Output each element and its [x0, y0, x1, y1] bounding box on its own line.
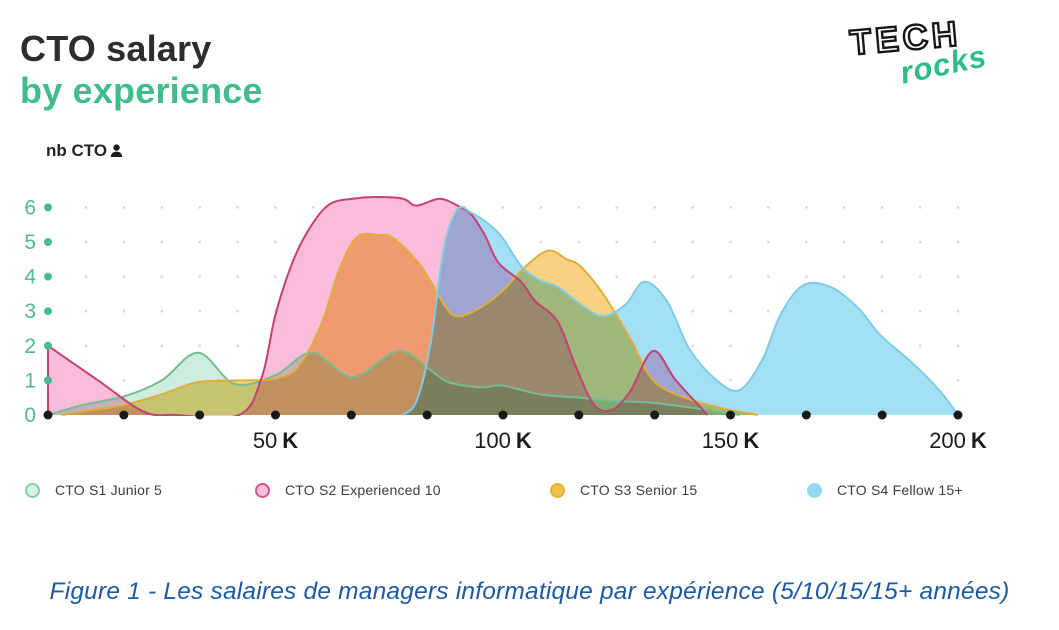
x-axis-dot	[877, 410, 887, 420]
x-axis-dot	[953, 410, 963, 420]
y-tick-label: 2	[24, 335, 36, 358]
line-cto-s1-junior-5	[47, 349, 740, 416]
legend-label: CTO S4 Fellow 15+	[837, 482, 963, 498]
tech-rocks-logo: TECH rocks	[847, 13, 990, 90]
y-axis-dot	[44, 307, 52, 316]
s3-senior-swatch	[550, 482, 565, 498]
x-axis-dot	[422, 410, 432, 420]
y-tick-label: 5	[24, 231, 36, 254]
x-axis-dot	[195, 410, 205, 420]
line-cto-s2-experienced-10	[47, 196, 709, 416]
legend-item-s2-experienced: CTO S2 Experienced 10	[255, 482, 441, 498]
figure-caption: Figure 1 - Les salaires de managers info…	[49, 578, 1010, 605]
legend-item-s1-junior: CTO S1 Junior 5	[25, 482, 162, 498]
x-tick-label: 100 K	[474, 428, 532, 453]
s1-junior-swatch	[25, 482, 40, 498]
x-axis-dot	[119, 410, 129, 420]
y-tick-label: 0	[24, 404, 36, 427]
x-axis-dot	[574, 410, 584, 420]
legend-item-s3-senior: CTO S3 Senior 15	[550, 482, 697, 498]
x-axis-dot	[43, 410, 53, 420]
area-cto-s4-fellow-15-	[402, 206, 958, 415]
page-title: CTO salary by experience	[20, 28, 263, 112]
salary-density-chart: 0 1 2 3 4 5 6 50 K 100 K 150 K 200 K	[24, 196, 987, 453]
x-tick-label: 200 K	[929, 428, 987, 453]
y-axis-title: nb CTO	[46, 141, 123, 161]
page-title-line2: by experience	[20, 70, 263, 112]
y-axis-dot	[44, 272, 52, 281]
y-axis-dot	[44, 341, 52, 350]
x-tick-label: 50 K	[253, 428, 298, 453]
legend-item-s4-fellow: CTO S4 Fellow 15+	[807, 482, 963, 498]
y-axis-dot	[44, 238, 52, 246]
y-axis-dot	[44, 203, 52, 212]
line-cto-s4-fellow-15-	[402, 205, 959, 416]
x-axis-dot	[271, 410, 281, 420]
page-title-line1: CTO salary	[20, 28, 212, 70]
s2-experienced-swatch	[255, 482, 270, 498]
s4-fellow-swatch	[807, 482, 822, 498]
legend-label: CTO S2 Experienced 10	[285, 482, 441, 498]
chart-legend: CTO S1 Junior 5 CTO S2 Experienced 10 CT…	[0, 482, 1059, 512]
x-axis-dot	[650, 410, 660, 420]
y-axis-title-text: nb CTO	[46, 141, 108, 160]
x-axis-dot	[726, 410, 736, 420]
y-tick-label: 3	[24, 300, 36, 323]
x-axis-dot	[801, 410, 811, 420]
y-tick-label: 1	[24, 369, 36, 392]
y-tick-label: 4	[24, 266, 36, 289]
legend-label: CTO S1 Junior 5	[55, 482, 163, 498]
x-axis-dot	[346, 410, 356, 420]
line-cto-s3-senior-15	[61, 232, 758, 416]
x-axis-dot	[498, 410, 508, 420]
legend-label: CTO S3 Senior 15	[580, 482, 698, 498]
x-tick-label: 150 K	[702, 428, 760, 453]
person-icon	[110, 144, 123, 157]
y-axis-dot	[44, 376, 52, 385]
logo-word-tech: TECH	[848, 14, 962, 63]
chart-area: 0 1 2 3 4 5 6 50 K 100 K 150 K 200 K	[0, 170, 1059, 470]
y-tick-label: 6	[24, 196, 36, 219]
